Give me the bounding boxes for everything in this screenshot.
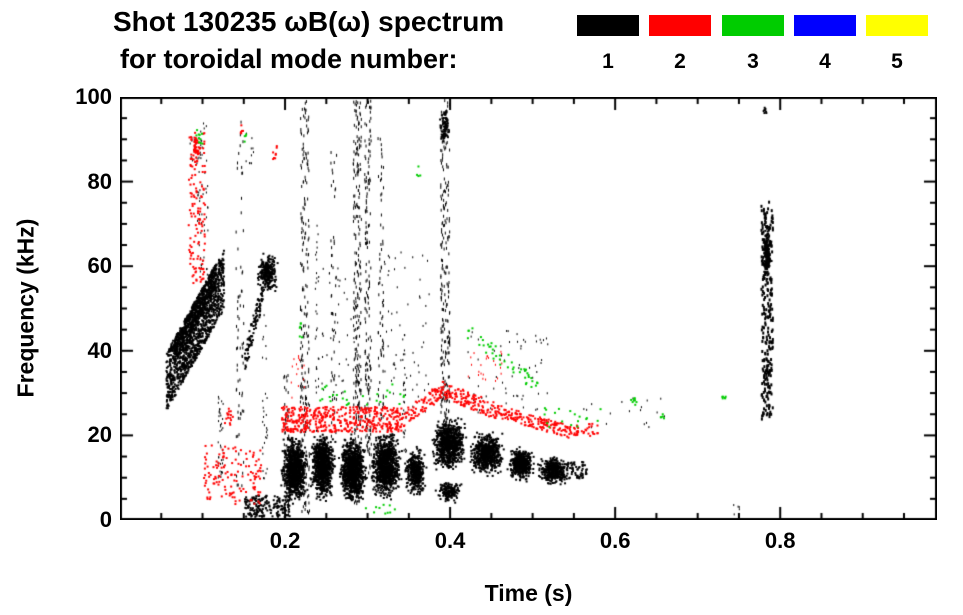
y-tick-label: 0 xyxy=(99,507,112,532)
legend-swatch-mode-2 xyxy=(649,15,711,36)
y-axis-label: Frequency (kHz) xyxy=(12,218,39,398)
y-tick-label: 40 xyxy=(87,337,112,363)
legend-swatch-mode-4 xyxy=(794,15,856,36)
chart-subtitle: for toroidal mode number: xyxy=(120,44,458,74)
x-tick-label: 0.4 xyxy=(434,528,466,553)
legend-swatch-mode-5 xyxy=(866,15,928,36)
spectrogram-canvas xyxy=(120,97,937,520)
chart-title: Shot 130235 ωB(ω) spectrum xyxy=(113,6,505,37)
legend-item-mode-2: 2 xyxy=(649,15,711,74)
y-tick-label: 20 xyxy=(87,422,112,448)
legend-label-mode-1: 1 xyxy=(602,50,614,73)
x-tick-label: 0.2 xyxy=(269,528,301,553)
y-tick-label: 60 xyxy=(87,253,112,279)
legend-item-mode-4: 4 xyxy=(794,15,856,74)
x-tick-label: 0.6 xyxy=(599,528,631,553)
legend-label-mode-4: 4 xyxy=(819,50,831,73)
legend-label-mode-3: 3 xyxy=(747,50,759,73)
x-axis-label: Time (s) xyxy=(484,580,573,606)
legend-label-mode-5: 5 xyxy=(891,50,903,73)
y-tick-label: 100 xyxy=(75,84,112,109)
x-tick-label: 0.8 xyxy=(764,528,796,553)
legend-swatch-mode-3 xyxy=(722,15,784,36)
legend-item-mode-5: 5 xyxy=(866,15,928,74)
legend-label-mode-2: 2 xyxy=(674,50,686,73)
legend-swatch-mode-1 xyxy=(577,15,639,36)
y-tick-label: 80 xyxy=(87,168,112,194)
legend-item-mode-3: 3 xyxy=(722,15,784,74)
legend-item-mode-1: 1 xyxy=(577,15,639,74)
